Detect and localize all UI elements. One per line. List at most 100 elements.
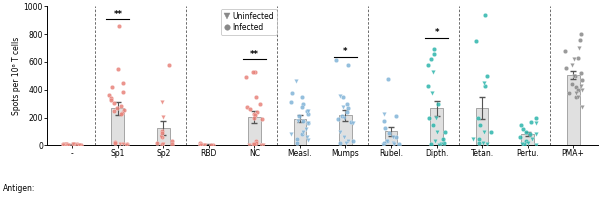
- Point: [575, 47, 584, 50]
- Point: [109, 110, 119, 113]
- Bar: [248, 117, 261, 145]
- Point: [380, 119, 389, 122]
- Point: [571, 95, 581, 99]
- Point: [379, 143, 388, 146]
- Point: [383, 78, 393, 81]
- Point: [158, 143, 168, 146]
- Point: [564, 91, 573, 94]
- Point: [250, 113, 260, 117]
- Point: [293, 119, 303, 122]
- Point: [576, 84, 586, 87]
- Point: [474, 137, 484, 140]
- Point: [429, 70, 438, 74]
- Point: [426, 58, 436, 61]
- Point: [122, 142, 132, 145]
- Point: [520, 143, 529, 146]
- Point: [569, 74, 579, 78]
- Point: [560, 49, 570, 53]
- Point: [521, 130, 531, 133]
- Point: [343, 64, 353, 67]
- Point: [468, 137, 478, 140]
- Point: [561, 66, 571, 69]
- Point: [165, 64, 174, 67]
- Bar: [339, 115, 352, 145]
- Point: [531, 133, 541, 136]
- Point: [157, 129, 166, 132]
- Point: [304, 122, 313, 125]
- Point: [297, 133, 307, 136]
- Point: [299, 130, 308, 133]
- Point: [209, 143, 218, 146]
- Point: [118, 81, 127, 84]
- Point: [118, 91, 127, 94]
- Bar: [66, 144, 79, 145]
- Point: [303, 122, 313, 125]
- Point: [157, 136, 166, 139]
- Point: [429, 123, 438, 126]
- Point: [569, 58, 578, 61]
- Bar: [157, 128, 169, 145]
- Point: [250, 71, 260, 74]
- Point: [121, 143, 131, 146]
- Point: [385, 131, 394, 135]
- Point: [248, 71, 258, 74]
- Point: [480, 13, 490, 16]
- Point: [196, 143, 206, 147]
- Point: [302, 136, 312, 139]
- Point: [106, 99, 115, 102]
- Point: [382, 140, 392, 143]
- Point: [68, 142, 78, 145]
- Point: [391, 136, 401, 139]
- Point: [76, 143, 85, 147]
- Point: [343, 103, 352, 106]
- Point: [573, 56, 583, 60]
- Point: [343, 111, 352, 114]
- Y-axis label: Spots per 10⁶ T cells: Spots per 10⁶ T cells: [12, 37, 21, 115]
- Point: [252, 111, 262, 114]
- Point: [110, 141, 120, 144]
- Point: [576, 33, 585, 36]
- Point: [516, 136, 525, 139]
- Point: [439, 141, 449, 144]
- Bar: [567, 75, 579, 145]
- Point: [244, 143, 254, 147]
- Text: **: **: [114, 10, 123, 19]
- Point: [575, 38, 585, 42]
- Point: [59, 143, 69, 146]
- Point: [252, 140, 261, 143]
- Point: [441, 130, 450, 133]
- Point: [75, 143, 84, 147]
- Bar: [521, 134, 534, 145]
- Point: [523, 141, 532, 144]
- Point: [117, 111, 127, 114]
- Point: [394, 143, 404, 146]
- Point: [573, 95, 583, 99]
- Point: [433, 102, 443, 105]
- Point: [76, 143, 85, 146]
- Text: **: **: [250, 50, 259, 59]
- Point: [439, 137, 448, 140]
- Bar: [476, 108, 489, 145]
- Point: [297, 105, 307, 109]
- Point: [346, 120, 356, 124]
- Point: [531, 122, 541, 125]
- Point: [298, 119, 308, 122]
- Point: [110, 140, 120, 143]
- Point: [153, 141, 162, 144]
- Point: [61, 142, 71, 146]
- Point: [302, 127, 311, 131]
- Point: [157, 131, 167, 134]
- Point: [332, 58, 341, 61]
- Point: [119, 108, 129, 111]
- Point: [333, 118, 343, 121]
- Point: [379, 141, 389, 144]
- Bar: [430, 108, 443, 145]
- Point: [117, 112, 126, 116]
- Point: [482, 74, 492, 78]
- Point: [255, 103, 265, 106]
- Point: [430, 140, 440, 143]
- Point: [573, 88, 583, 92]
- Point: [338, 95, 348, 99]
- Legend: Uninfected, Infected: Uninfected, Infected: [221, 9, 277, 35]
- Point: [570, 74, 579, 78]
